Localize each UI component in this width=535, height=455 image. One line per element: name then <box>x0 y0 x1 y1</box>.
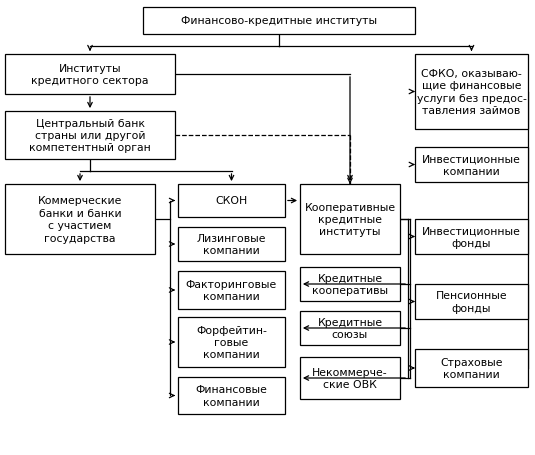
Text: СФКО, оказываю-
щие финансовые
услуги без предос-
тавления займов: СФКО, оказываю- щие финансовые услуги бе… <box>417 69 526 116</box>
Text: Факторинговые
компании: Факторинговые компании <box>186 279 277 302</box>
Bar <box>178 317 285 367</box>
Text: Кредитные
союзы: Кредитные союзы <box>317 317 383 339</box>
Bar <box>178 377 285 414</box>
Bar <box>300 311 400 345</box>
Text: Инвестиционные
компании: Инвестиционные компании <box>422 154 521 176</box>
Text: Пенсионные
фонды: Пенсионные фонды <box>435 291 507 313</box>
Bar <box>143 8 415 35</box>
Bar <box>178 228 285 262</box>
Bar <box>178 185 285 217</box>
Bar <box>300 357 400 399</box>
Text: Финансовые
компании: Финансовые компании <box>196 384 268 407</box>
Bar <box>415 349 528 387</box>
Bar <box>5 55 175 95</box>
Text: Инвестиционные
фонды: Инвестиционные фонды <box>422 226 521 248</box>
Text: Некоммерче-
ские ОВК: Некоммерче- ские ОВК <box>312 367 388 389</box>
Bar <box>415 148 528 182</box>
Text: СКОН: СКОН <box>216 196 248 206</box>
Bar <box>415 55 528 130</box>
Text: Лизинговые
компании: Лизинговые компании <box>197 233 266 256</box>
Bar <box>5 185 155 254</box>
Bar <box>300 185 400 254</box>
Text: Кооперативные
кредитные
институты: Кооперативные кредитные институты <box>304 202 395 237</box>
Text: Финансово-кредитные институты: Финансово-кредитные институты <box>181 16 377 26</box>
Text: Институты
кредитного сектора: Институты кредитного сектора <box>31 64 149 86</box>
Bar <box>415 219 528 254</box>
Bar <box>178 271 285 309</box>
Text: Коммерческие
банки и банки
с участием
государства: Коммерческие банки и банки с участием го… <box>38 196 122 243</box>
Text: Кредитные
кооперативы: Кредитные кооперативы <box>312 273 388 296</box>
Text: Центральный банк
страны или другой
компетентный орган: Центральный банк страны или другой компе… <box>29 118 151 153</box>
Bar <box>300 268 400 301</box>
Bar <box>5 112 175 160</box>
Bar <box>415 284 528 319</box>
Text: Страховые
компании: Страховые компании <box>440 357 503 379</box>
Text: Форфейтин-
говые
компании: Форфейтин- говые компании <box>196 325 267 359</box>
